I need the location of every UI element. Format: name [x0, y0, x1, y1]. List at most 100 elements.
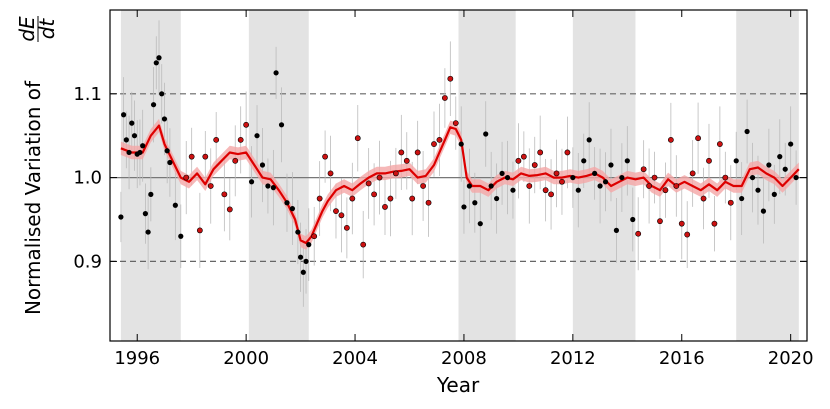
- data-point: [303, 258, 309, 264]
- data-point: [121, 112, 127, 118]
- data-point: [520, 153, 527, 160]
- data-point: [178, 233, 184, 239]
- data-point: [504, 174, 511, 181]
- data-point: [777, 154, 783, 160]
- x-tick-label-2004: 2004: [332, 348, 378, 369]
- data-point: [684, 231, 691, 238]
- data-point: [515, 157, 522, 164]
- data-point: [436, 136, 443, 143]
- data-point: [425, 199, 432, 206]
- data-point: [657, 218, 663, 225]
- data-point: [570, 174, 576, 181]
- data-point: [145, 229, 151, 235]
- data-point: [289, 206, 296, 212]
- trend-line-path: [120, 124, 800, 245]
- data-point: [646, 183, 652, 189]
- data-point: [360, 241, 367, 248]
- x-tick-label-2008: 2008: [441, 348, 487, 369]
- data-point: [733, 158, 739, 164]
- data-point: [300, 269, 306, 275]
- data-point: [392, 170, 399, 177]
- data-point: [311, 233, 318, 240]
- data-point: [689, 170, 696, 177]
- data-point: [126, 149, 132, 156]
- data-point: [387, 195, 394, 202]
- data-point: [788, 141, 794, 147]
- data-point: [137, 149, 143, 156]
- data-point: [793, 174, 799, 181]
- data-point: [602, 179, 609, 185]
- data-point: [129, 120, 135, 126]
- data-point: [371, 191, 377, 198]
- data-point: [483, 131, 489, 137]
- data-point: [382, 204, 388, 210]
- data-point: [398, 149, 405, 156]
- data-point: [188, 153, 195, 160]
- data-point: [494, 195, 500, 202]
- reference-lines: [110, 93, 807, 262]
- data-point: [248, 179, 255, 185]
- data-point: [458, 141, 464, 147]
- trend-line: [120, 124, 800, 245]
- data-point: [156, 55, 162, 61]
- data-point: [140, 143, 146, 149]
- data-point: [586, 137, 592, 143]
- data-point: [624, 158, 630, 164]
- data-point: [678, 220, 685, 227]
- data-point: [159, 91, 165, 97]
- data-point: [333, 208, 339, 215]
- data-point: [716, 141, 723, 147]
- plot-frame: [109, 9, 808, 342]
- data-point: [526, 183, 533, 189]
- data-point: [172, 202, 178, 208]
- data-point: [243, 121, 250, 128]
- data-point: [196, 227, 203, 234]
- data-point: [727, 199, 734, 206]
- data-point: [673, 183, 680, 189]
- data-point: [118, 214, 124, 220]
- data-point: [559, 178, 565, 185]
- data-point: [771, 191, 777, 197]
- data-point: [265, 183, 271, 189]
- data-point: [202, 153, 209, 160]
- data-point: [461, 204, 467, 210]
- data-point: [226, 206, 233, 213]
- data-point: [349, 195, 356, 202]
- data-point: [409, 195, 416, 202]
- data-point: [221, 191, 228, 198]
- data-point: [142, 211, 148, 217]
- data-point: [431, 141, 437, 147]
- data-point: [564, 149, 571, 156]
- data-point: [466, 183, 472, 189]
- data-point: [207, 183, 214, 189]
- data-point: [782, 166, 788, 172]
- data-point: [278, 122, 285, 128]
- data-point: [510, 187, 516, 193]
- y-tick-label-1-1: 1.1: [73, 84, 102, 105]
- data-point: [270, 185, 276, 191]
- data-point: [640, 166, 647, 173]
- data-point: [213, 136, 220, 143]
- data-point: [153, 60, 159, 66]
- data-point: [766, 162, 772, 168]
- data-points: [118, 55, 799, 275]
- data-point: [254, 133, 260, 139]
- data-point: [744, 128, 750, 135]
- data-point: [548, 191, 554, 198]
- data-point: [232, 157, 239, 164]
- data-point: [183, 174, 190, 181]
- data-point: [237, 136, 244, 143]
- data-point: [608, 162, 614, 168]
- y-axis: 0.9 1.0 1.1: [73, 84, 807, 272]
- y-axis-title-denominator: dt: [35, 18, 59, 40]
- data-point: [161, 116, 168, 122]
- data-point: [755, 187, 761, 193]
- data-point: [306, 242, 312, 248]
- data-point: [376, 174, 383, 181]
- data-point: [581, 158, 587, 164]
- y-tick-label-0-9: 0.9: [73, 251, 102, 272]
- data-point: [488, 183, 494, 189]
- x-tick-label-2012: 2012: [550, 348, 596, 369]
- data-point: [414, 149, 421, 156]
